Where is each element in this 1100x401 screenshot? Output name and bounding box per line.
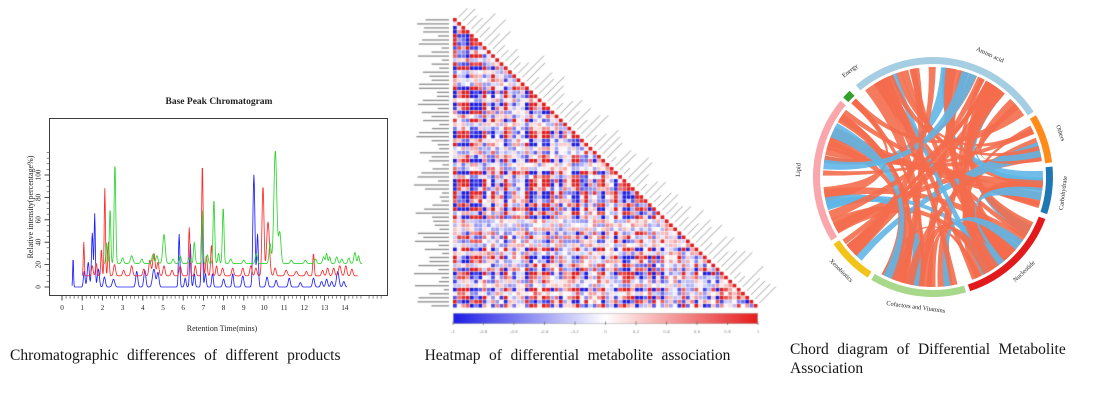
x-tick-label: 14: [341, 304, 349, 312]
x-tick-label: 10: [260, 304, 268, 312]
chord-segment-label-energy: Energy: [841, 62, 860, 79]
chord-ribbon: [943, 67, 1015, 256]
chord-ribbon: [974, 186, 1043, 264]
figure-heatmap: Heatmap of differential metabolite assoc…: [395, 0, 780, 401]
chord-arc-lipid: [812, 100, 846, 241]
chromatogram-title: Base Peak Chromatogram: [166, 97, 273, 107]
chord-segment-label-others: Others: [1054, 124, 1066, 143]
chord-arc-carbohydrate: [1040, 166, 1053, 215]
x-tick-label: 11: [281, 304, 288, 312]
x-tick-label: 5: [161, 304, 165, 312]
y-tick-label: 60: [35, 216, 43, 224]
x-axis-title: Retention Time(mins): [187, 324, 258, 333]
chord-ribbon: [894, 67, 924, 284]
chord-ribbon: [846, 76, 985, 249]
x-tick-label: 9: [242, 304, 246, 312]
heatmap-caption: Heatmap of differential metabolite assoc…: [424, 347, 731, 364]
x-tick-label: 4: [141, 304, 145, 312]
chord-ribbon: [842, 109, 1042, 209]
chord-ribbon: [827, 135, 1043, 191]
chord-ribbon: [851, 98, 1025, 144]
chord-segment-label-amino-acid: Amino acid: [975, 46, 1006, 65]
chord-ribbon: [855, 142, 1042, 261]
x-tick-label: 2: [101, 304, 105, 312]
figure-chromatogram: Base Peak Chromatogram 0 1 2 3 4 5 6 7 8 9 10 11 12 13…: [0, 0, 430, 401]
x-tick-label: 12: [301, 304, 309, 312]
chord-ribbon: [942, 217, 1023, 287]
trace-blue: [71, 174, 347, 288]
chord-ribbon: [875, 78, 958, 286]
y-tick-label: 100: [35, 169, 43, 180]
x-tick-label: 0: [60, 304, 64, 312]
chord-arc-energy: [843, 90, 855, 103]
x-tick-label: 7: [202, 304, 206, 312]
trace-red: [81, 167, 358, 277]
y-tick-label: 20: [35, 261, 43, 269]
chord-ribbon: [847, 86, 1005, 256]
y-tick-label: 0: [35, 285, 43, 289]
chord-ribbon: [828, 81, 993, 221]
chord-ribbon: [826, 139, 905, 280]
y-axis: 0 20 40 60 80 100: [35, 152, 49, 289]
chord-segment-label-carbohydrate: Carbohydrate: [1058, 175, 1069, 210]
x-tick-label: 8: [222, 304, 226, 312]
chord-ribbon: [890, 73, 991, 276]
y-axis-title: Relative intensity(percentage%): [26, 155, 35, 258]
chord-arc-nucleotide: [967, 216, 1046, 292]
chord-ribbon: [823, 70, 977, 170]
x-tick-label: 6: [181, 304, 185, 312]
x-tick-label: 13: [321, 304, 329, 312]
chord-ribbon: [823, 98, 889, 202]
x-axis: 0 1 2 3 4 5 6 7 8 9 10 11 12 13 14: [60, 296, 382, 312]
chord-ribbons: [823, 66, 1043, 288]
chord-arc-amino-acid: [855, 57, 1034, 116]
figure-chord-diagram: Amino acid Others Carbohydrate Nucleotide Co…: [778, 0, 1100, 401]
trace-green: [103, 151, 362, 264]
chord-caption: Chord diagram of Differential Metabolite…: [790, 341, 1066, 377]
chord-segment-label-lipid: Lipid: [795, 162, 803, 177]
x-tick-label: 3: [121, 304, 125, 312]
y-tick-label: 40: [35, 238, 43, 246]
chord-diagram-plot: Amino acidOthersCarbohydrateNucleotideCo…: [795, 46, 1069, 315]
chord-ribbon: [926, 226, 995, 288]
chord-arc-cofactors-and-vitamins: [871, 273, 967, 298]
chord-arc-xenobiotics: [833, 240, 872, 278]
heatmap-plot: [395, 0, 780, 345]
chromatogram-caption: Chromatographic differences of different…: [10, 347, 341, 364]
chord-segment-label-cofactors-and-vitamins: Cofactors and Vitamins: [886, 300, 946, 315]
plot-box: [49, 118, 388, 296]
y-tick-label: 80: [35, 193, 43, 201]
x-tick-label: 1: [80, 304, 84, 312]
chord-arc-others: [1029, 115, 1053, 164]
